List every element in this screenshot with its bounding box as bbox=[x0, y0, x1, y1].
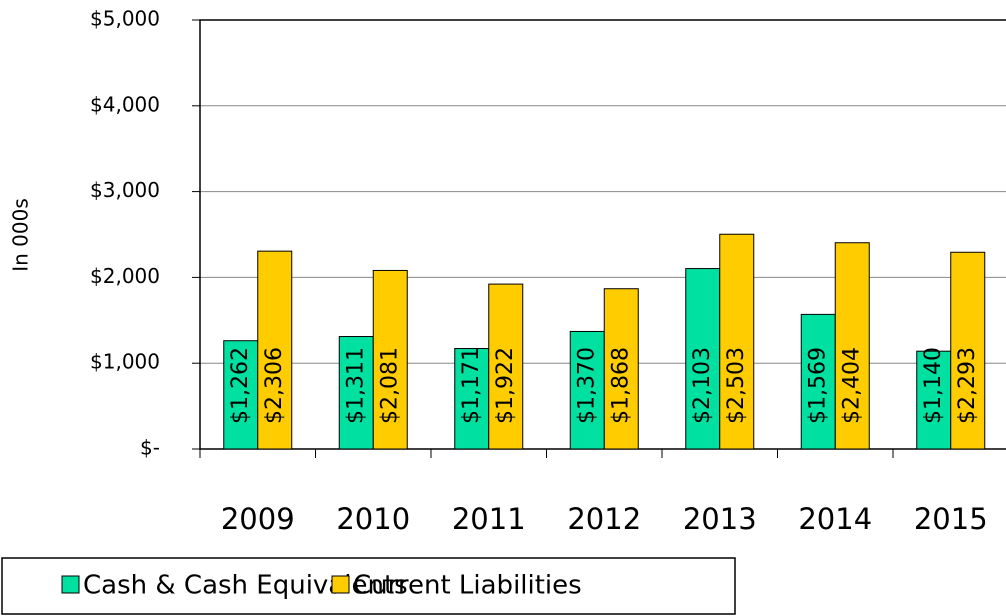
legend-box bbox=[1, 557, 736, 615]
value-label: $2,103 bbox=[690, 347, 715, 424]
value-label: $1,569 bbox=[805, 347, 830, 424]
bar bbox=[223, 340, 259, 450]
x-tick-label: 2011 bbox=[452, 502, 526, 536]
x-tick-label: 2012 bbox=[567, 502, 641, 536]
y-tick-label: $2,000 bbox=[90, 264, 160, 288]
x-tick-label: 2013 bbox=[683, 502, 757, 536]
y-tick-label: $5,000 bbox=[90, 7, 160, 31]
value-label: $2,404 bbox=[839, 347, 864, 424]
value-label: $1,311 bbox=[343, 347, 368, 424]
y-tick-label: $- bbox=[140, 436, 160, 460]
bar bbox=[372, 269, 408, 450]
bar bbox=[454, 348, 490, 450]
bar bbox=[800, 313, 836, 450]
bar bbox=[257, 250, 293, 450]
value-label: $1,171 bbox=[459, 347, 484, 424]
bar bbox=[603, 288, 639, 450]
value-label: $2,081 bbox=[377, 347, 402, 424]
legend-label: Cash & Cash Equivalents bbox=[83, 571, 408, 601]
bar bbox=[719, 233, 755, 450]
bar bbox=[950, 251, 986, 450]
bar bbox=[569, 330, 605, 450]
bar bbox=[685, 268, 721, 450]
legend-swatch bbox=[331, 575, 350, 594]
x-tick-label: 2009 bbox=[221, 502, 295, 536]
bar bbox=[488, 283, 524, 450]
y-tick-label: $1,000 bbox=[90, 350, 160, 374]
value-label: $1,262 bbox=[228, 347, 253, 424]
legend-label: Current Liabilities bbox=[353, 571, 582, 601]
value-label: $1,922 bbox=[493, 347, 518, 424]
x-tick-label: 2015 bbox=[914, 502, 988, 536]
value-label: $1,868 bbox=[608, 347, 633, 424]
value-label: $2,503 bbox=[724, 347, 749, 424]
value-label: $2,293 bbox=[955, 347, 980, 424]
value-label: $1,370 bbox=[574, 347, 599, 424]
y-tick-label: $3,000 bbox=[90, 178, 160, 202]
x-tick-label: 2010 bbox=[336, 502, 410, 536]
legend-swatch bbox=[61, 575, 80, 594]
value-label: $2,306 bbox=[262, 347, 287, 424]
value-label: $1,140 bbox=[921, 347, 946, 424]
bar bbox=[834, 242, 870, 450]
y-axis-label: In 000s bbox=[9, 198, 33, 272]
x-tick-label: 2014 bbox=[798, 502, 872, 536]
y-tick-label: $4,000 bbox=[90, 92, 160, 116]
bar bbox=[916, 350, 952, 450]
